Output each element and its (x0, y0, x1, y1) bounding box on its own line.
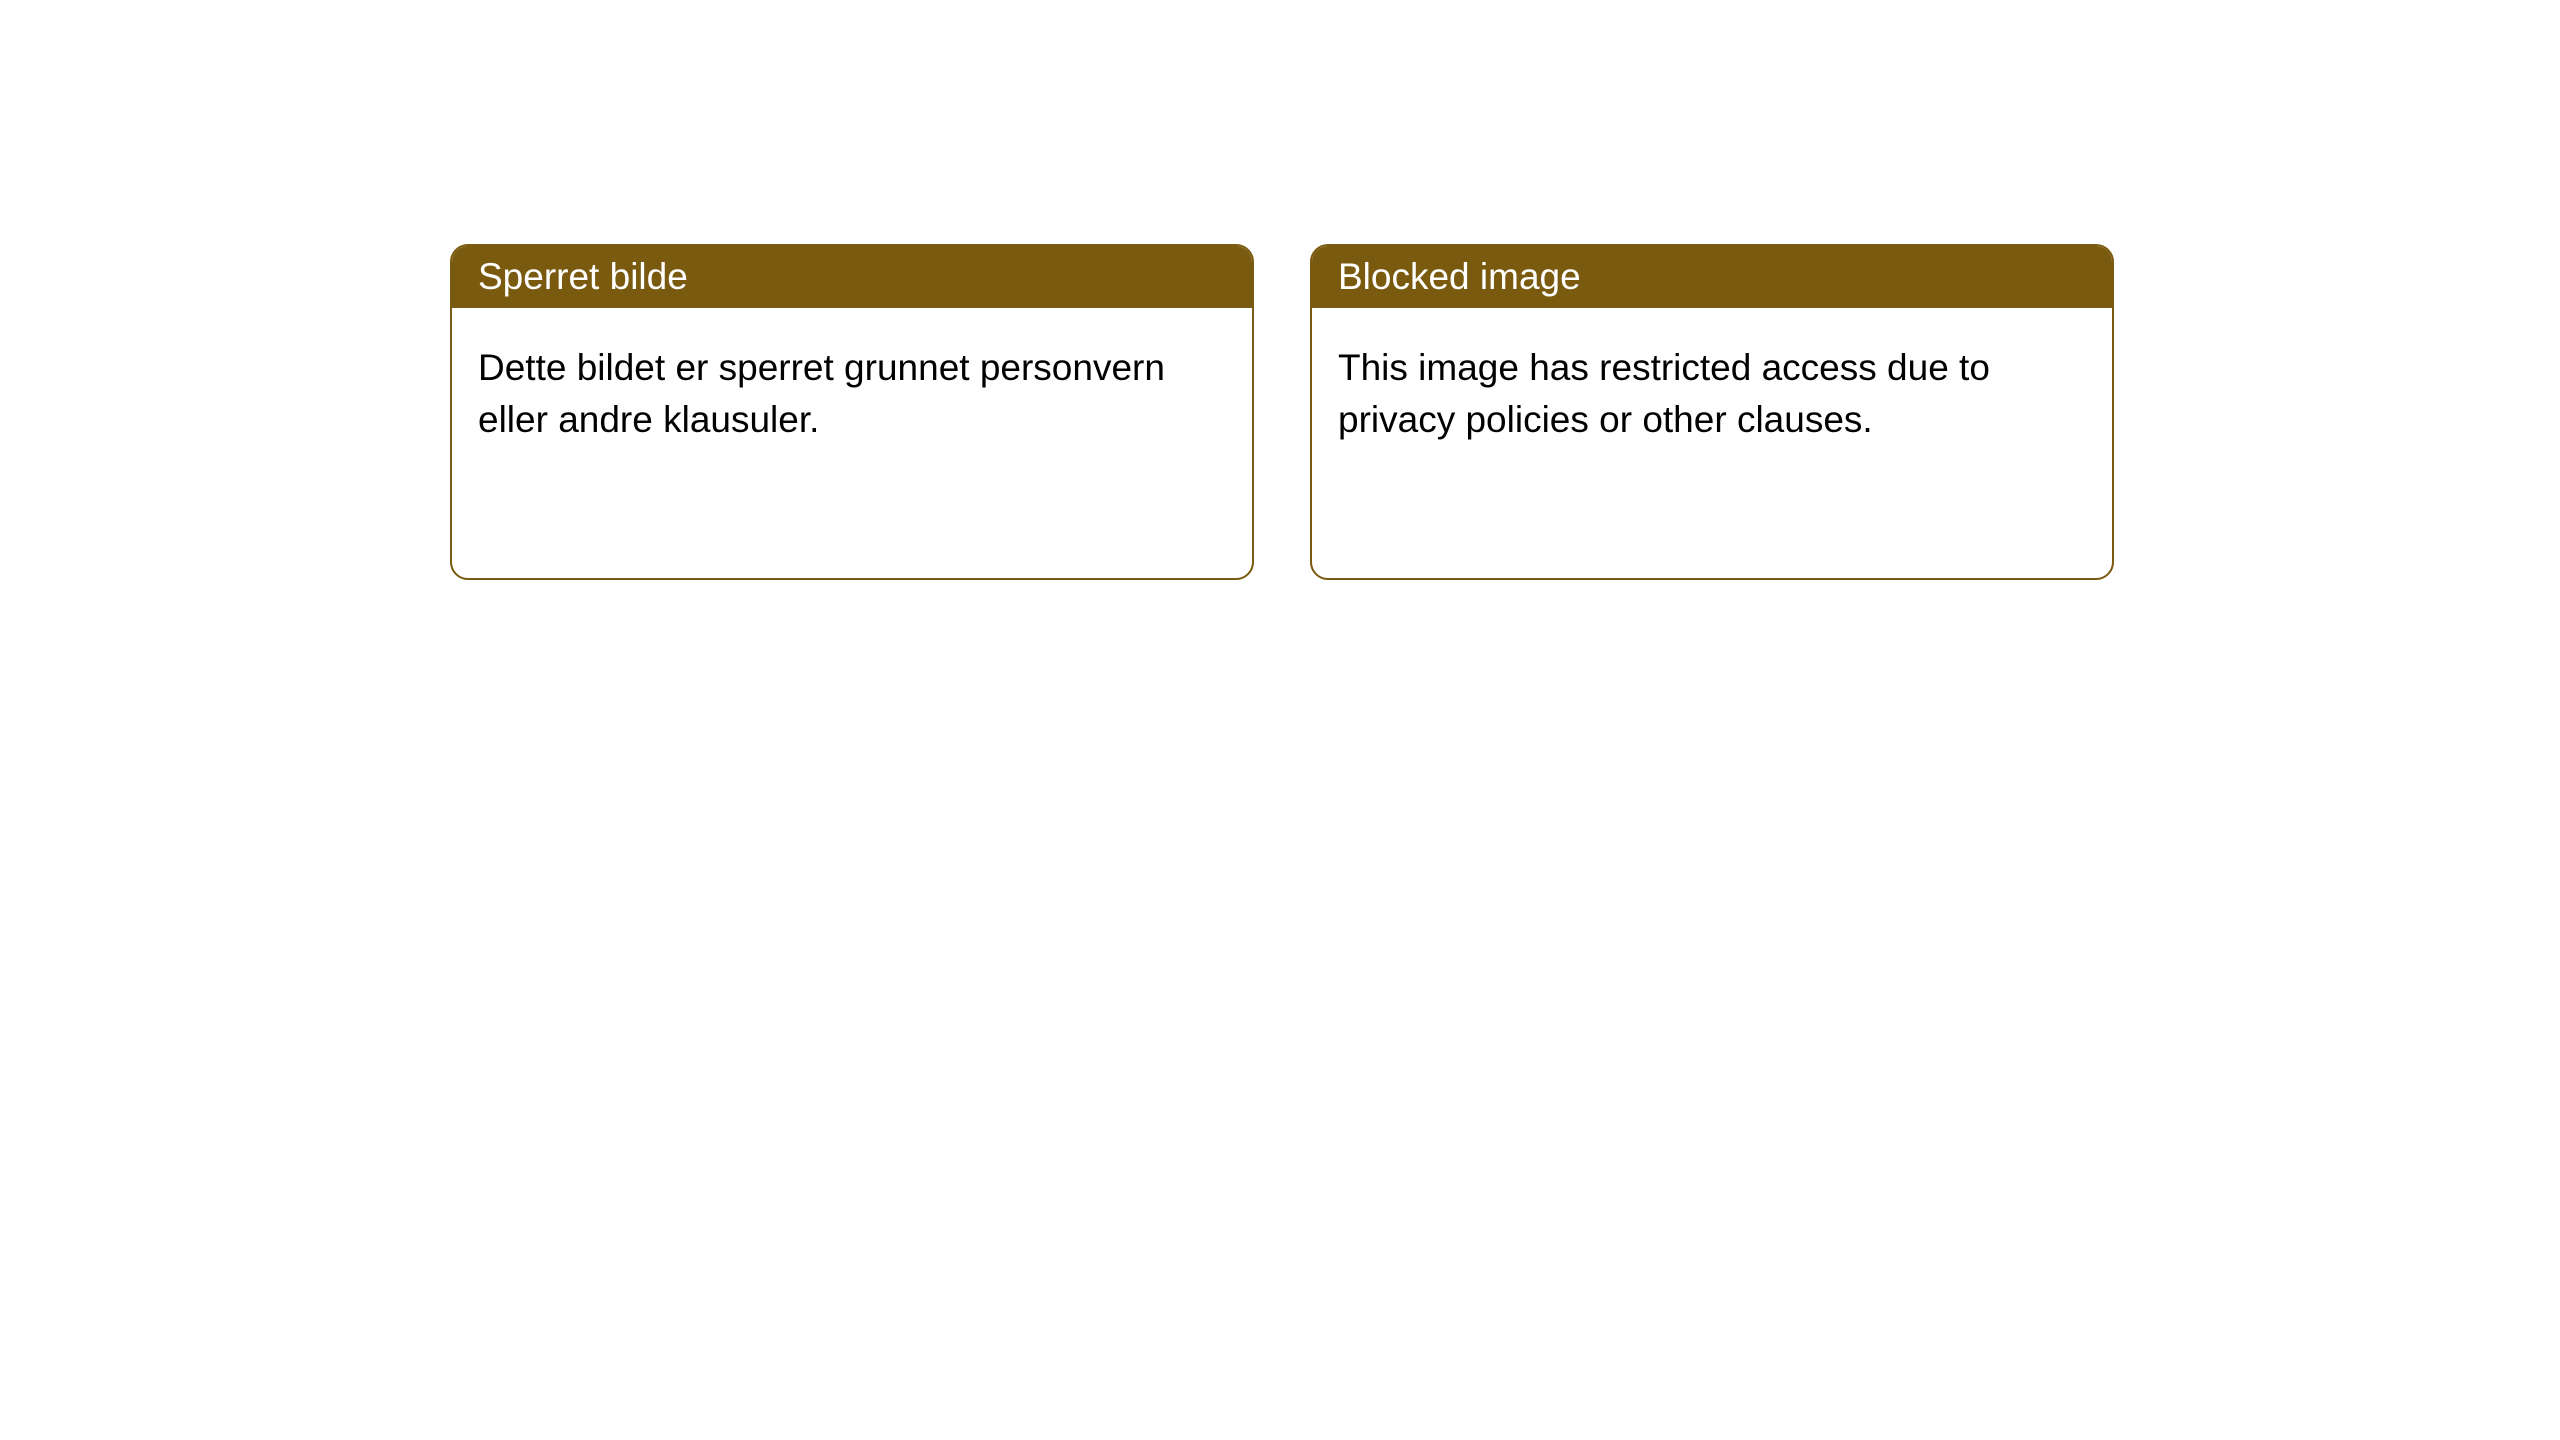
card-title: Blocked image (1338, 256, 1581, 297)
card-title: Sperret bilde (478, 256, 688, 297)
notice-card-english: Blocked image This image has restricted … (1310, 244, 2114, 580)
card-body-text: This image has restricted access due to … (1338, 347, 1990, 440)
card-body-text: Dette bildet er sperret grunnet personve… (478, 347, 1165, 440)
notice-card-norwegian: Sperret bilde Dette bildet er sperret gr… (450, 244, 1254, 580)
card-body: Dette bildet er sperret grunnet personve… (452, 308, 1252, 480)
card-header: Sperret bilde (452, 246, 1252, 308)
card-body: This image has restricted access due to … (1312, 308, 2112, 480)
card-header: Blocked image (1312, 246, 2112, 308)
notice-container: Sperret bilde Dette bildet er sperret gr… (0, 0, 2560, 580)
